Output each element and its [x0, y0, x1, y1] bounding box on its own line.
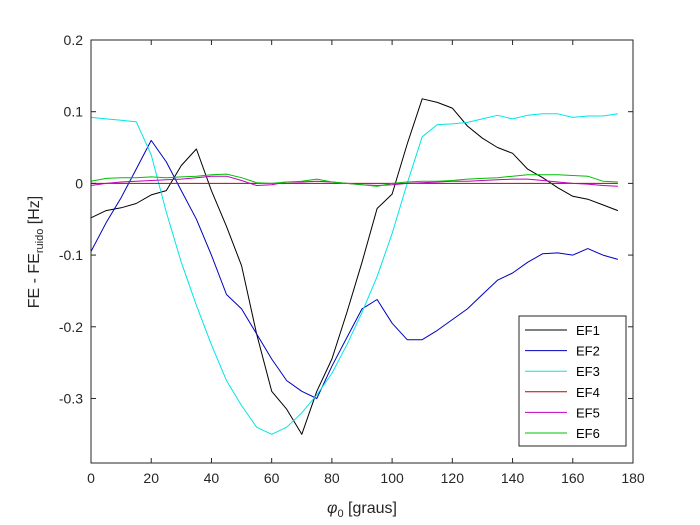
x-axis-label-symbol: φ	[327, 500, 337, 517]
x-tick-label: 180	[621, 470, 645, 486]
legend-label-ef6: EF6	[576, 426, 600, 441]
x-tick-label: 80	[324, 470, 340, 486]
x-axis: 0 20 40 60 80 100 120 140 160 180	[87, 40, 645, 486]
y-tick-label: -0.3	[59, 390, 83, 406]
x-tick-label: 160	[561, 470, 585, 486]
plot-frame	[90, 39, 634, 464]
legend-label-ef4: EF4	[576, 385, 600, 400]
series-line-ef3	[90, 113, 618, 435]
y-axis-label-subscript: ruido	[34, 229, 46, 253]
series-line-ef1	[90, 98, 619, 435]
series-layer	[90, 98, 619, 435]
x-tick-label: 140	[501, 470, 525, 486]
legend-label-ef1: EF1	[576, 323, 600, 338]
x-tick-label: 20	[143, 470, 159, 486]
x-tick-label: 120	[441, 470, 465, 486]
x-axis-label: φ0 [graus]	[327, 500, 397, 520]
x-tick-label: 60	[264, 470, 280, 486]
legend-label-ef5: EF5	[576, 405, 600, 420]
legend-box	[518, 315, 627, 447]
legend-items: EF1 EF2 EF3 EF4 EF5 EF6	[525, 323, 600, 441]
y-tick-label: 0.2	[64, 32, 84, 48]
x-axis-label-subscript: 0	[337, 508, 343, 520]
x-tick-label: 40	[204, 470, 220, 486]
y-tick-label: 0	[75, 175, 83, 191]
x-tick-label: 100	[380, 470, 404, 486]
y-axis-label-unit: [Hz]	[26, 196, 43, 229]
legend-label-ef2: EF2	[576, 344, 600, 359]
y-tick-label: 0.1	[64, 104, 84, 120]
series-line-ef6	[90, 173, 618, 187]
y-tick-label: -0.1	[59, 247, 83, 263]
legend-label-ef3: EF3	[576, 364, 600, 379]
y-axis: -0.3 -0.2 -0.1 0 0.1 0.2	[59, 32, 633, 406]
x-tick-label: 0	[87, 470, 95, 486]
legend: EF1 EF2 EF3 EF4 EF5 EF6	[518, 315, 627, 447]
y-tick-label: -0.2	[59, 319, 83, 335]
y-axis-label: FE - FEruido [Hz]	[26, 196, 46, 308]
x-axis-label-unit: [graus]	[344, 500, 397, 517]
y-axis-label-main: FE - FE	[26, 253, 43, 308]
series-line-ef2	[90, 139, 619, 399]
